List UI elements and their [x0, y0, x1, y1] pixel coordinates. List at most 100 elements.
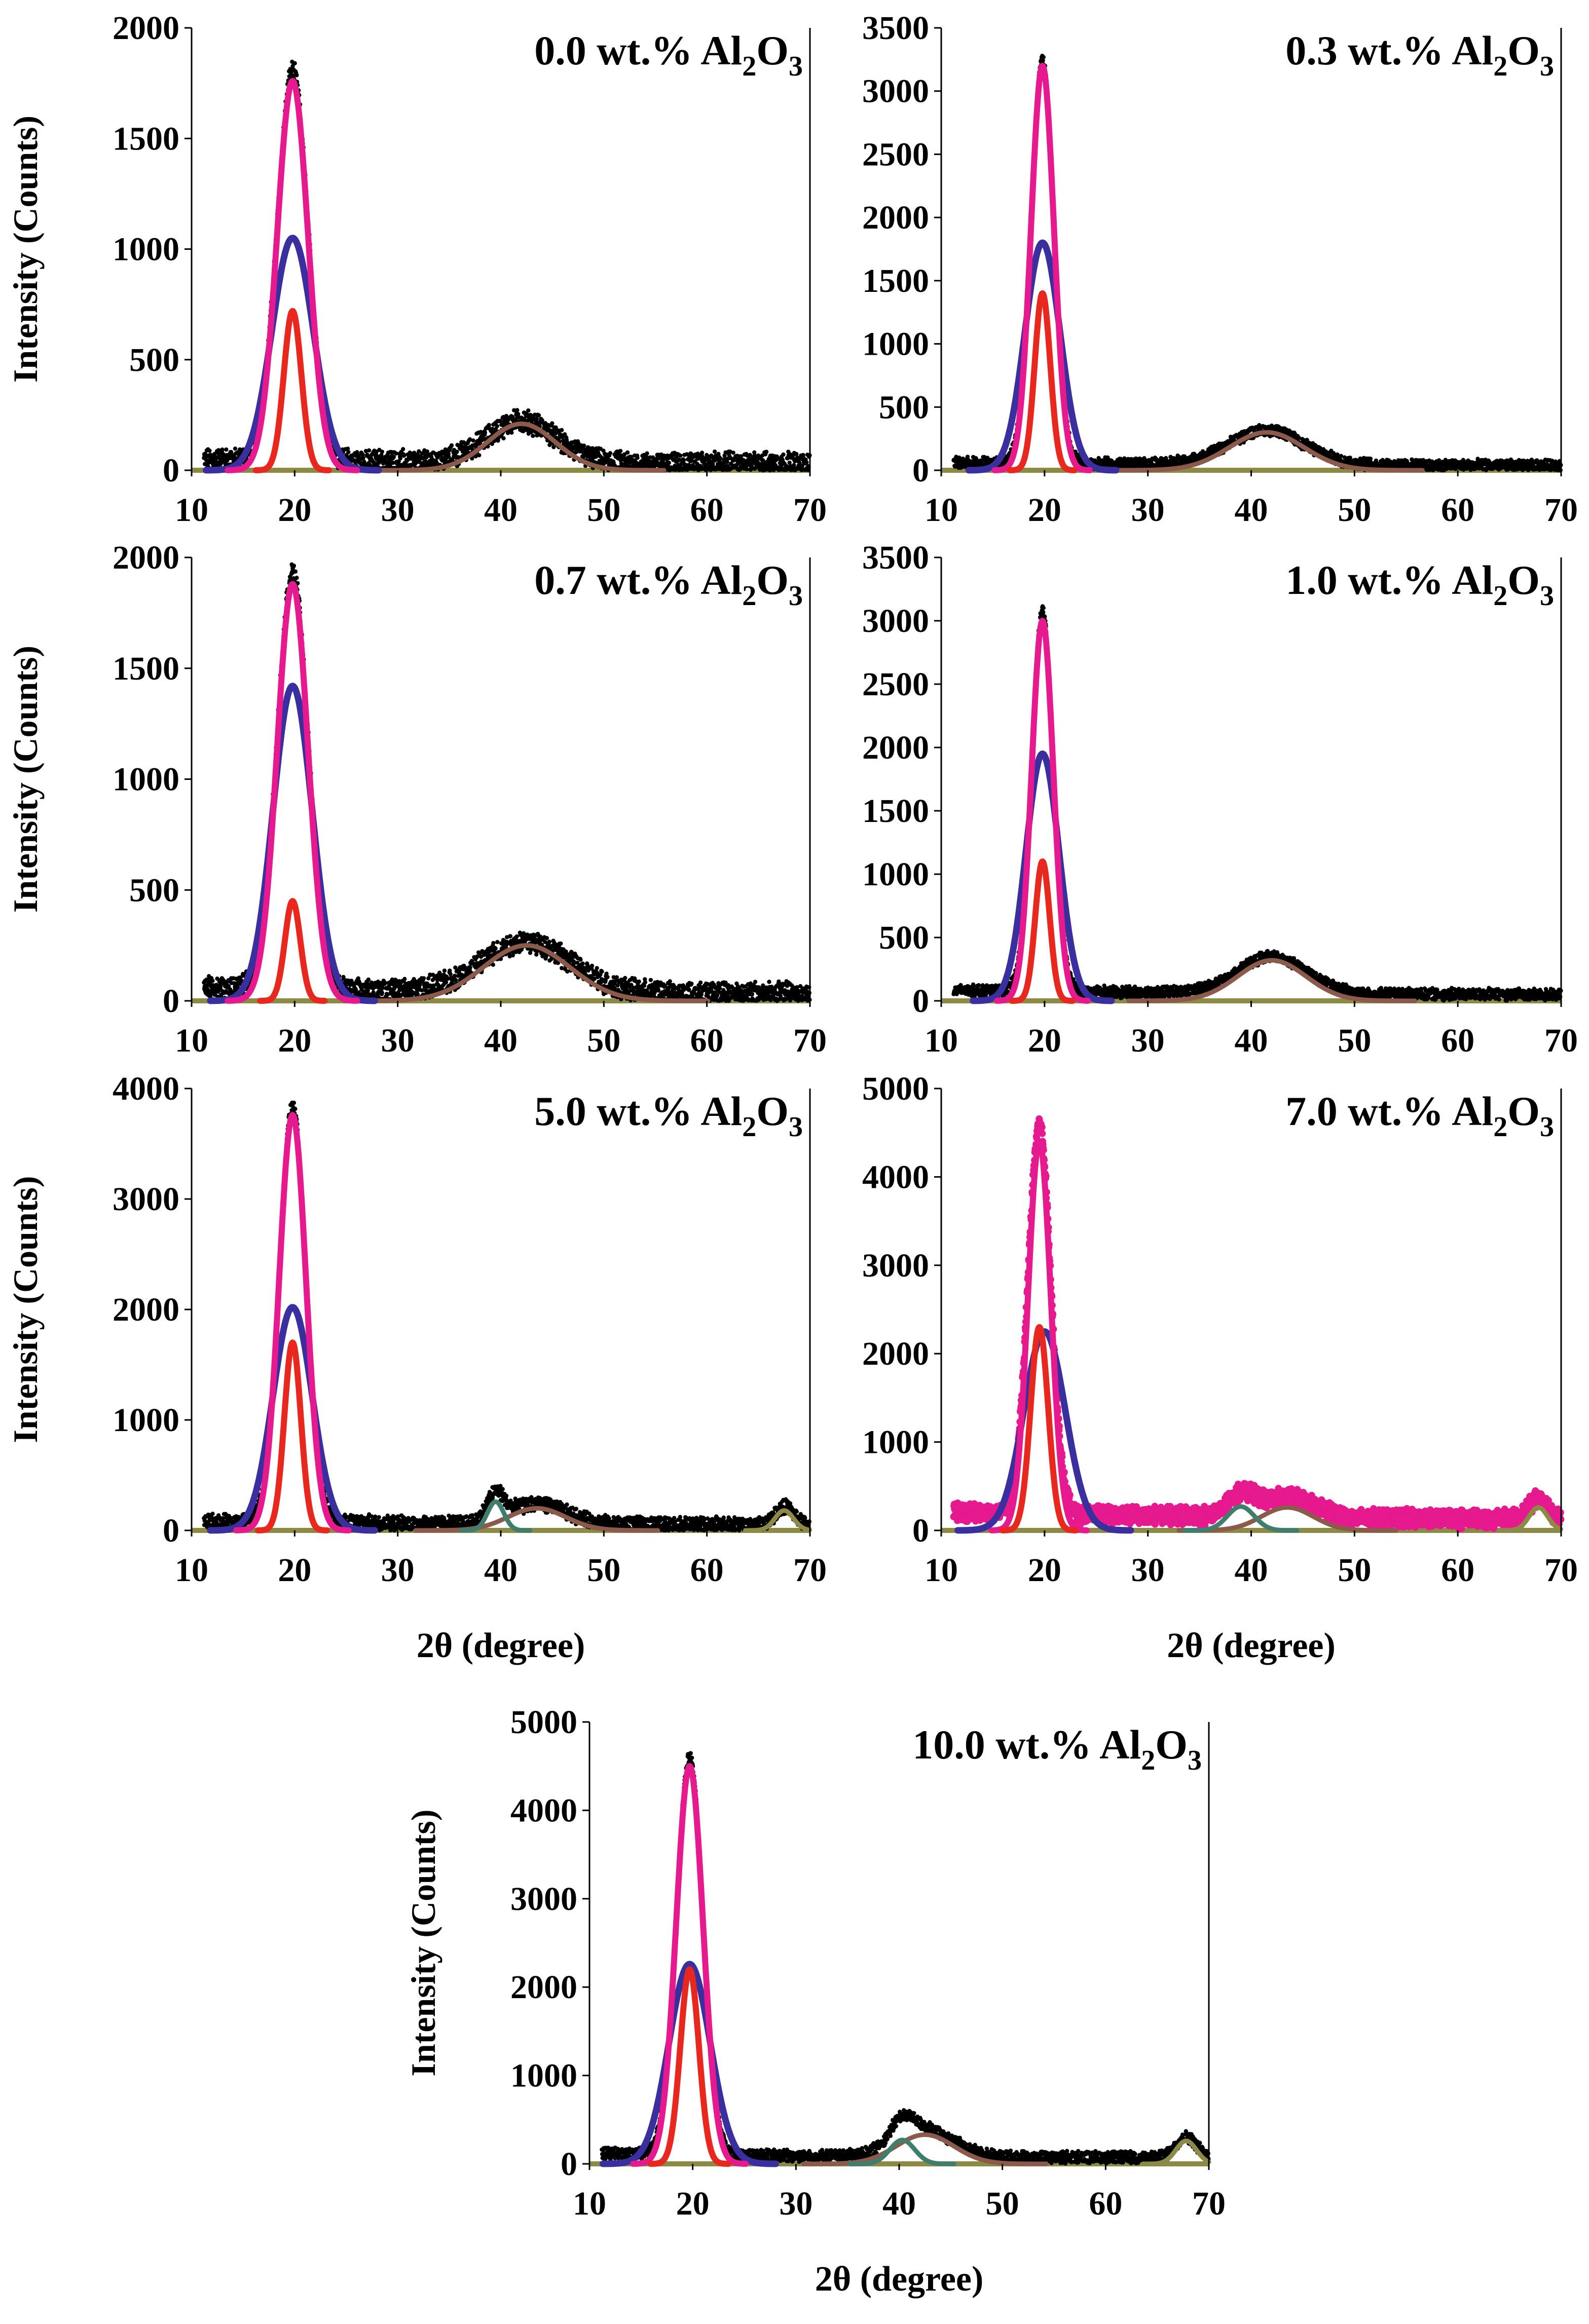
data-point [560, 428, 564, 432]
data-point [731, 451, 735, 455]
data-point [495, 424, 499, 429]
data-point [380, 449, 384, 454]
y-tick-label: 2000 [862, 199, 929, 236]
data-point [401, 447, 405, 452]
data-point [536, 413, 541, 418]
data-point [712, 449, 717, 454]
data-point [361, 456, 365, 460]
data-point [219, 460, 224, 465]
data-point [455, 449, 459, 454]
data-point [510, 953, 515, 958]
data-point [781, 452, 786, 457]
panel-title: 0.3 wt.% Al2O3 [1285, 27, 1554, 82]
fit-curve-amorphous [965, 239, 1120, 474]
data-point [224, 447, 229, 452]
data-point [449, 443, 454, 448]
data-point [804, 460, 809, 465]
data-point [745, 467, 749, 472]
data-point [618, 448, 623, 454]
data-point [442, 968, 447, 973]
data-point [233, 446, 238, 451]
x-tick-label: 60 [1441, 492, 1474, 529]
y-tick-label: 1000 [113, 231, 179, 268]
data-points [202, 562, 812, 1003]
x-tick-label: 40 [484, 492, 518, 529]
x-tick-label: 60 [690, 492, 724, 529]
data-point [794, 452, 799, 457]
data-point [1368, 457, 1373, 461]
data-point [678, 453, 683, 458]
data-point [414, 460, 419, 465]
data-point [483, 430, 488, 435]
data-point [645, 451, 649, 456]
data-point [667, 461, 672, 465]
fit-curve-total [991, 63, 1093, 473]
x-tick-label: 30 [1131, 492, 1165, 529]
y-tick-label: 0 [912, 452, 929, 489]
data-point [220, 447, 225, 452]
y-tick-label: 3500 [862, 10, 929, 47]
data-point [608, 451, 613, 456]
data-point [293, 569, 298, 574]
data-point [291, 564, 297, 568]
data-point [207, 448, 212, 453]
y-tick-label: 2000 [113, 10, 179, 47]
data-point [581, 443, 586, 448]
data-point [294, 576, 299, 580]
data-point [398, 456, 402, 461]
x-tick-label: 20 [278, 492, 311, 529]
data-point [371, 990, 376, 995]
y-tick-label: 1500 [113, 120, 179, 157]
panel-title: 0.0 wt.% Al2O3 [534, 27, 803, 82]
data-points [202, 59, 812, 473]
data-point [471, 438, 475, 443]
data-point [394, 451, 398, 456]
data-point [1041, 55, 1046, 60]
data-point [380, 991, 384, 995]
y-tick-label: 1500 [862, 263, 929, 299]
data-point [477, 453, 482, 458]
x-tick-label: 70 [793, 492, 827, 529]
data-point [792, 463, 796, 468]
y-tick-label: 2500 [862, 136, 929, 173]
data-point [365, 988, 370, 993]
data-point [635, 456, 640, 460]
data-point [501, 436, 506, 441]
x-tick-label: 70 [1544, 492, 1578, 529]
data-point [391, 461, 395, 465]
data-point [491, 941, 496, 946]
y-tick-label: 1000 [862, 326, 929, 363]
data-point [493, 946, 498, 951]
data-point [550, 421, 555, 426]
y-tick-label: 500 [879, 389, 929, 426]
data-point [366, 448, 372, 453]
x-tick-label: 40 [1235, 492, 1268, 529]
y-tick-label: 3000 [862, 73, 929, 110]
data-point [531, 433, 535, 438]
data-point [402, 453, 407, 458]
data-point [421, 976, 426, 981]
y-axis-label: Intensity (Counts) [6, 116, 45, 383]
data-point [216, 448, 221, 453]
data-point [468, 965, 472, 970]
fit-curve-amorphous [203, 235, 382, 474]
data-point [515, 408, 520, 413]
x-tick-label: 20 [1028, 492, 1061, 529]
data-point [764, 449, 769, 454]
data-point [366, 977, 371, 982]
x-tick-label: 50 [1338, 492, 1371, 529]
x-tick-label: 30 [381, 492, 415, 529]
data-point [526, 408, 531, 413]
data-point [417, 449, 421, 454]
data-point [718, 456, 723, 461]
data-points [951, 54, 1563, 473]
x-tick-label: 50 [587, 492, 620, 529]
fit-curve-total [225, 78, 360, 473]
data-point [508, 934, 513, 939]
data-point [294, 73, 299, 78]
data-point [292, 61, 297, 65]
